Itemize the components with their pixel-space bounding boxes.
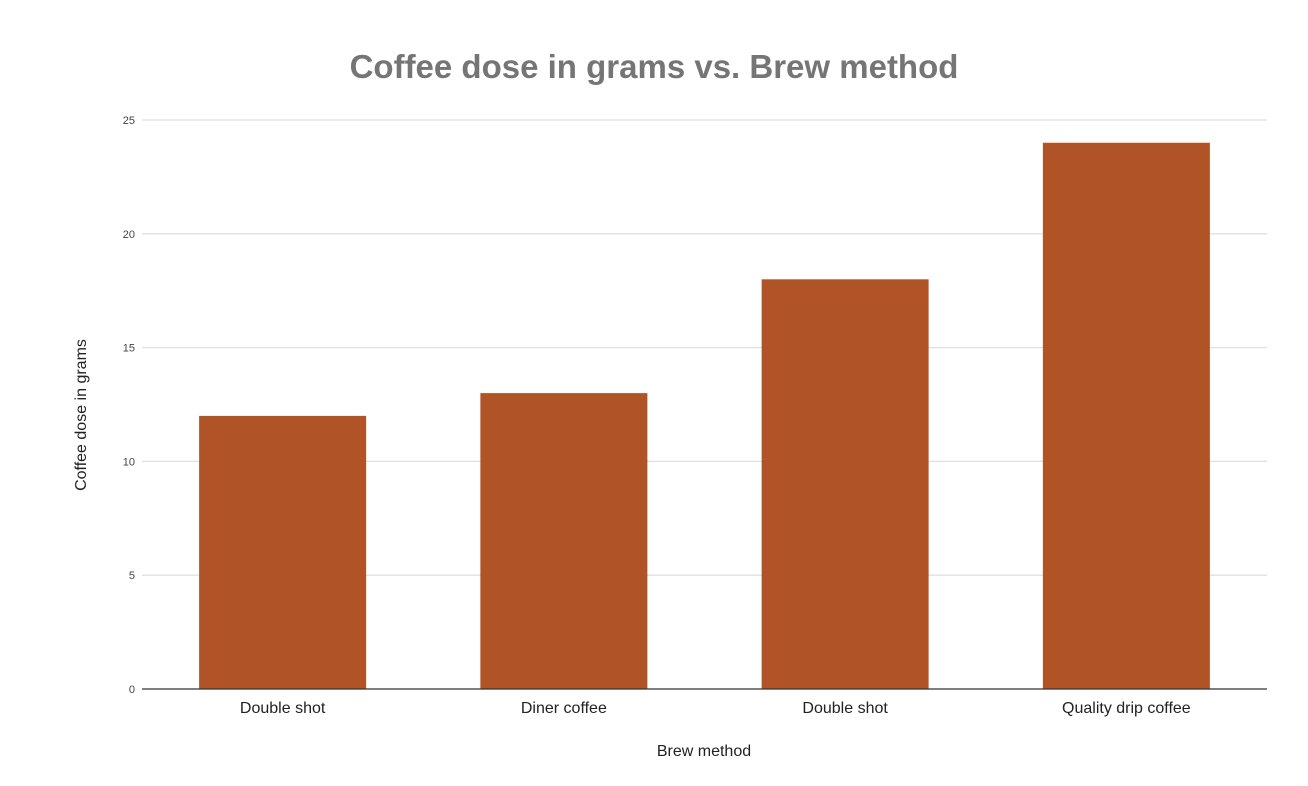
y-tick-label: 10: [123, 456, 135, 468]
x-tick-label: Double shot: [802, 700, 888, 717]
y-tick-label: 5: [129, 570, 135, 582]
x-tick-label: Double shot: [240, 700, 326, 717]
bar: [1042, 142, 1210, 689]
bar: [480, 393, 648, 689]
y-tick-label: 15: [123, 343, 135, 355]
bar: [199, 415, 367, 689]
y-tick-label: 25: [123, 115, 135, 127]
x-axis-label: Brew method: [657, 743, 751, 760]
y-tick-label: 0: [129, 684, 135, 696]
bar: [761, 279, 929, 689]
chart-title: Coffee dose in grams vs. Brew method: [349, 48, 959, 85]
y-tick-label: 20: [123, 229, 135, 241]
y-axis-label: Coffee dose in grams: [73, 339, 90, 491]
x-tick-label: Diner coffee: [521, 700, 607, 717]
x-tick-label: Quality drip coffee: [1062, 700, 1191, 717]
